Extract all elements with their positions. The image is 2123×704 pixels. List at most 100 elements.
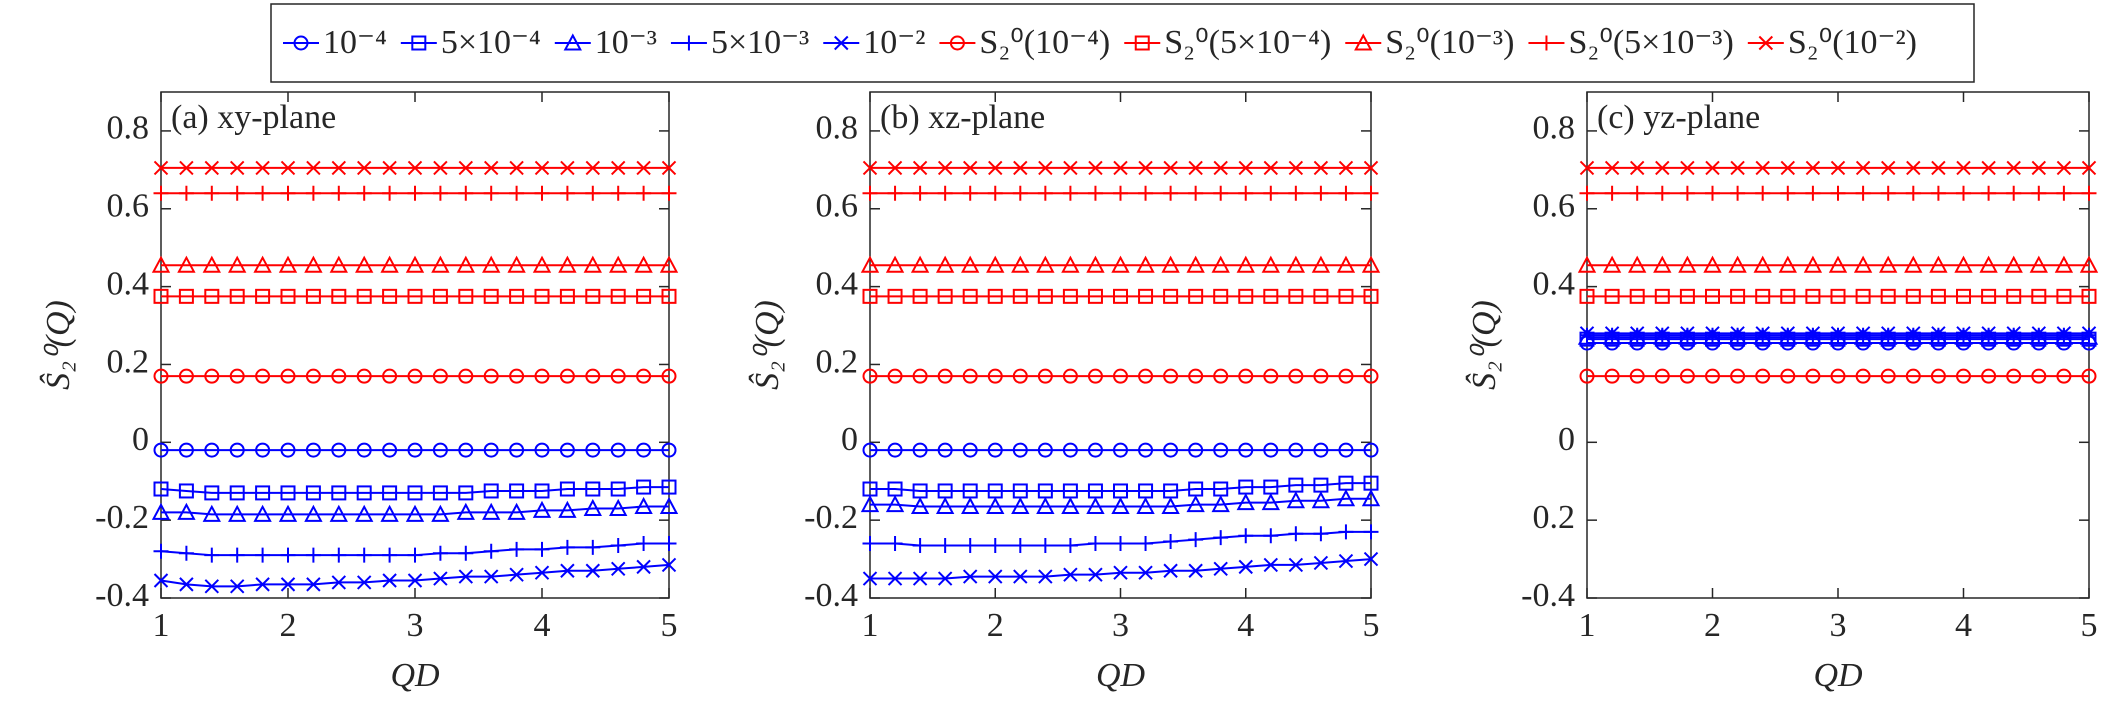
legend-label: S₂⁰(10⁻⁴) <box>979 24 1110 61</box>
marker <box>280 160 296 176</box>
marker <box>1238 559 1253 575</box>
marker <box>559 539 575 555</box>
marker <box>1113 160 1128 176</box>
marker <box>1037 185 1053 201</box>
marker <box>1163 563 1178 578</box>
y-tick-label: 0 <box>1558 421 1575 458</box>
marker <box>2056 288 2072 304</box>
marker <box>1753 255 1772 273</box>
x-axis-label: QD <box>1813 657 1863 694</box>
marker <box>1755 326 1770 341</box>
marker <box>1311 491 1331 509</box>
marker <box>585 563 601 578</box>
marker <box>305 368 321 384</box>
y-tick-label: 0.8 <box>107 110 150 147</box>
marker <box>610 561 626 577</box>
y-tick-label: 0.6 <box>816 188 859 225</box>
legend-label: 5×10⁻⁴ <box>441 24 541 61</box>
marker <box>962 185 978 201</box>
legend-label: S₂⁰(10⁻³) <box>1385 24 1514 61</box>
marker <box>204 368 220 384</box>
marker <box>1213 185 1229 201</box>
marker <box>2081 327 2097 343</box>
marker <box>229 288 245 304</box>
marker <box>1855 185 1871 201</box>
marker <box>179 160 194 176</box>
marker <box>1830 160 1846 176</box>
marker <box>1629 185 1645 201</box>
y-tick-label: 0.6 <box>107 188 150 225</box>
marker <box>1313 526 1329 542</box>
marker <box>1780 160 1796 176</box>
marker <box>278 255 298 273</box>
marker <box>1288 185 1304 201</box>
x-tick-label: 5 <box>2081 607 2098 644</box>
marker <box>1354 33 1373 51</box>
marker <box>306 160 321 176</box>
marker <box>1288 160 1304 176</box>
marker <box>1338 185 1354 201</box>
marker <box>1855 160 1871 176</box>
marker <box>306 577 321 592</box>
marker <box>1981 368 1997 384</box>
marker <box>559 368 575 384</box>
marker <box>1238 368 1254 384</box>
marker <box>407 573 423 588</box>
marker <box>380 504 399 522</box>
marker <box>483 160 499 176</box>
marker <box>1138 565 1153 580</box>
marker <box>1728 255 1747 273</box>
marker <box>910 255 930 273</box>
marker <box>382 547 398 563</box>
marker <box>1288 288 1304 304</box>
marker <box>1038 160 1053 176</box>
marker <box>1063 567 1078 582</box>
marker <box>1188 288 1204 304</box>
marker <box>331 160 347 176</box>
marker <box>305 547 321 563</box>
marker <box>987 442 1003 458</box>
marker <box>1036 255 1055 273</box>
marker <box>255 547 271 563</box>
marker <box>1138 368 1154 384</box>
marker <box>1062 185 1078 201</box>
marker <box>912 442 928 458</box>
marker <box>636 185 652 201</box>
marker <box>255 288 271 304</box>
marker <box>280 485 296 501</box>
marker <box>661 536 677 552</box>
marker <box>885 494 905 513</box>
marker <box>331 288 347 304</box>
marker <box>1577 255 1597 273</box>
marker <box>1088 160 1103 176</box>
marker <box>559 442 575 458</box>
marker <box>2056 185 2072 201</box>
panel-label: (c) yz-plane <box>1597 99 1760 136</box>
marker <box>2081 185 2097 201</box>
marker <box>1061 255 1080 273</box>
marker <box>1929 255 1948 273</box>
marker <box>559 288 575 304</box>
marker <box>458 485 474 501</box>
marker <box>1012 185 1028 201</box>
marker <box>1211 255 1230 273</box>
marker <box>1037 442 1053 458</box>
marker <box>458 368 474 384</box>
marker <box>382 442 398 458</box>
marker <box>382 288 398 304</box>
marker <box>1730 368 1746 384</box>
marker <box>278 504 298 522</box>
marker <box>862 571 878 586</box>
marker <box>910 496 930 515</box>
marker <box>1138 185 1154 201</box>
panel-label: (b) xz-plane <box>880 99 1045 136</box>
marker <box>1338 442 1354 458</box>
marker <box>634 255 653 273</box>
marker <box>1880 327 1896 343</box>
x-tick-label: 5 <box>661 607 678 644</box>
marker <box>1579 327 1595 343</box>
marker <box>1956 368 1971 384</box>
marker <box>255 442 271 458</box>
marker <box>280 577 296 592</box>
